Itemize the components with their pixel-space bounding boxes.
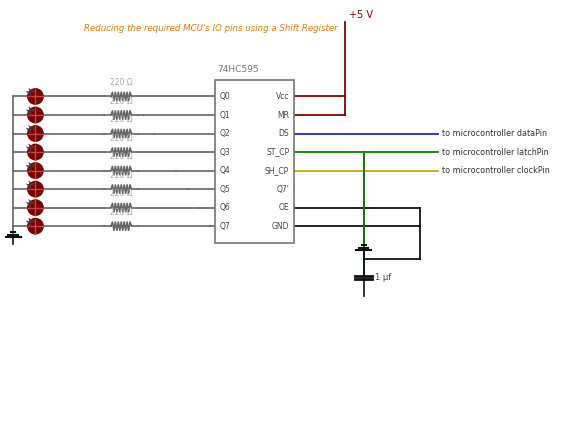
Text: Q1: Q1: [219, 111, 230, 120]
Circle shape: [27, 199, 44, 216]
Text: to microcontroller dataPin: to microcontroller dataPin: [442, 129, 547, 138]
Text: 220 Ω: 220 Ω: [110, 208, 132, 217]
Circle shape: [27, 107, 44, 123]
Text: Vcc: Vcc: [276, 92, 289, 101]
Circle shape: [27, 144, 44, 160]
Text: 220 Ω: 220 Ω: [110, 78, 132, 87]
Text: to microcontroller clockPin: to microcontroller clockPin: [442, 166, 550, 175]
Text: SH_CP: SH_CP: [265, 166, 289, 175]
Text: Q5: Q5: [219, 184, 230, 194]
Circle shape: [27, 88, 44, 105]
Text: Q4: Q4: [219, 166, 230, 175]
Text: Q6: Q6: [219, 203, 230, 212]
Text: 220 Ω: 220 Ω: [110, 97, 132, 106]
Text: DS: DS: [279, 129, 289, 138]
Circle shape: [27, 125, 44, 142]
Circle shape: [27, 181, 44, 197]
Circle shape: [27, 218, 44, 234]
Text: GND: GND: [272, 221, 289, 230]
FancyBboxPatch shape: [215, 80, 294, 243]
Text: Q0: Q0: [219, 92, 230, 101]
Text: Q2: Q2: [219, 129, 230, 138]
Text: Q3: Q3: [219, 147, 230, 157]
Text: OE: OE: [279, 203, 289, 212]
Text: 74HC595: 74HC595: [217, 65, 259, 74]
Text: to microcontroller latchPin: to microcontroller latchPin: [442, 147, 549, 157]
Text: Reducing the required MCU's IO pins using a Shift Register: Reducing the required MCU's IO pins usin…: [84, 24, 338, 33]
Text: 220 Ω: 220 Ω: [110, 115, 132, 124]
Text: +5 V: +5 V: [349, 10, 373, 20]
Text: Q7: Q7: [219, 221, 230, 230]
Text: 220 Ω: 220 Ω: [110, 171, 132, 180]
Text: ST_CP: ST_CP: [266, 147, 289, 157]
Text: 220 Ω: 220 Ω: [110, 134, 132, 143]
Text: 220 Ω: 220 Ω: [110, 189, 132, 198]
Circle shape: [27, 162, 44, 179]
Text: 1 μf: 1 μf: [375, 273, 391, 282]
Text: 220 Ω: 220 Ω: [110, 152, 132, 161]
Text: MR: MR: [277, 111, 289, 120]
Text: Q7': Q7': [276, 184, 289, 194]
